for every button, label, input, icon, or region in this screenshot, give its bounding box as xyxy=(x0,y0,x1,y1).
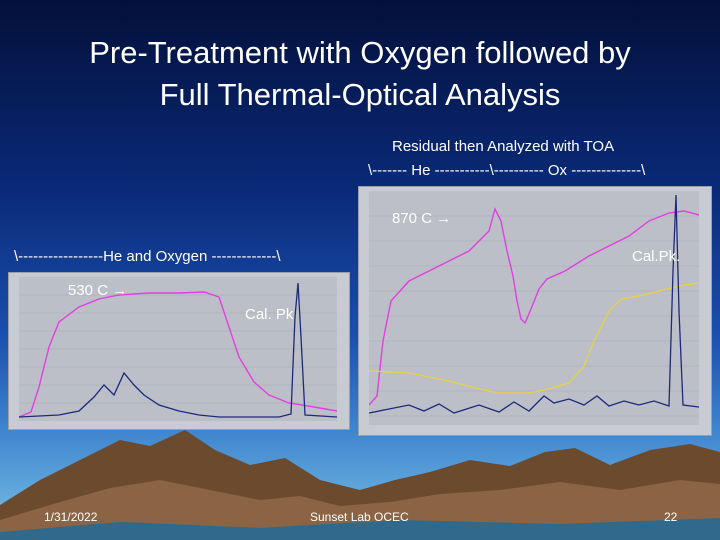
slide-title: Pre-Treatment with Oxygen followed by Fu… xyxy=(20,32,700,116)
title-line-1: Pre-Treatment with Oxygen followed by xyxy=(89,35,631,70)
right-gridlines xyxy=(369,215,699,417)
left-navy-trace xyxy=(18,282,338,418)
right-chart-panel xyxy=(358,186,712,436)
right-navy-trace xyxy=(368,194,700,414)
left-chart-svg xyxy=(18,282,338,418)
right-caption-line-2: \------- He -----------\---------- Ox --… xyxy=(368,162,646,179)
left-magenta-trace xyxy=(18,291,338,418)
right-chart-svg xyxy=(368,194,700,417)
right-plot-area xyxy=(368,191,700,425)
right-yellow-trace xyxy=(368,282,700,394)
arrow-right-icon: → xyxy=(436,210,452,227)
title-line-2: Full Thermal-Optical Analysis xyxy=(159,77,561,112)
footer-date: 1/31/2022 xyxy=(44,510,98,524)
right-magenta-trace xyxy=(368,207,700,406)
arrow-right-icon: → xyxy=(112,282,128,299)
right-caption-line-1: Residual then Analyzed with TOA xyxy=(392,138,615,155)
left-chart-panel xyxy=(8,272,350,430)
label-870: 870 C → xyxy=(392,210,451,227)
left-plot-area xyxy=(18,277,338,421)
mountains-background xyxy=(0,430,720,540)
left-gridlines xyxy=(19,294,337,404)
label-530: 530 C → xyxy=(68,282,127,299)
label-530-text: 530 C xyxy=(68,282,109,299)
footer-center: Sunset Lab OCEC xyxy=(310,510,409,524)
label-870-text: 870 C xyxy=(392,210,433,227)
footer-page-number: 22 xyxy=(664,510,678,524)
label-cal-left: Cal. Pk xyxy=(245,306,294,323)
label-cal-right: Cal.Pk. xyxy=(632,248,681,265)
left-caption: \-----------------He and Oxygen --------… xyxy=(14,248,281,265)
